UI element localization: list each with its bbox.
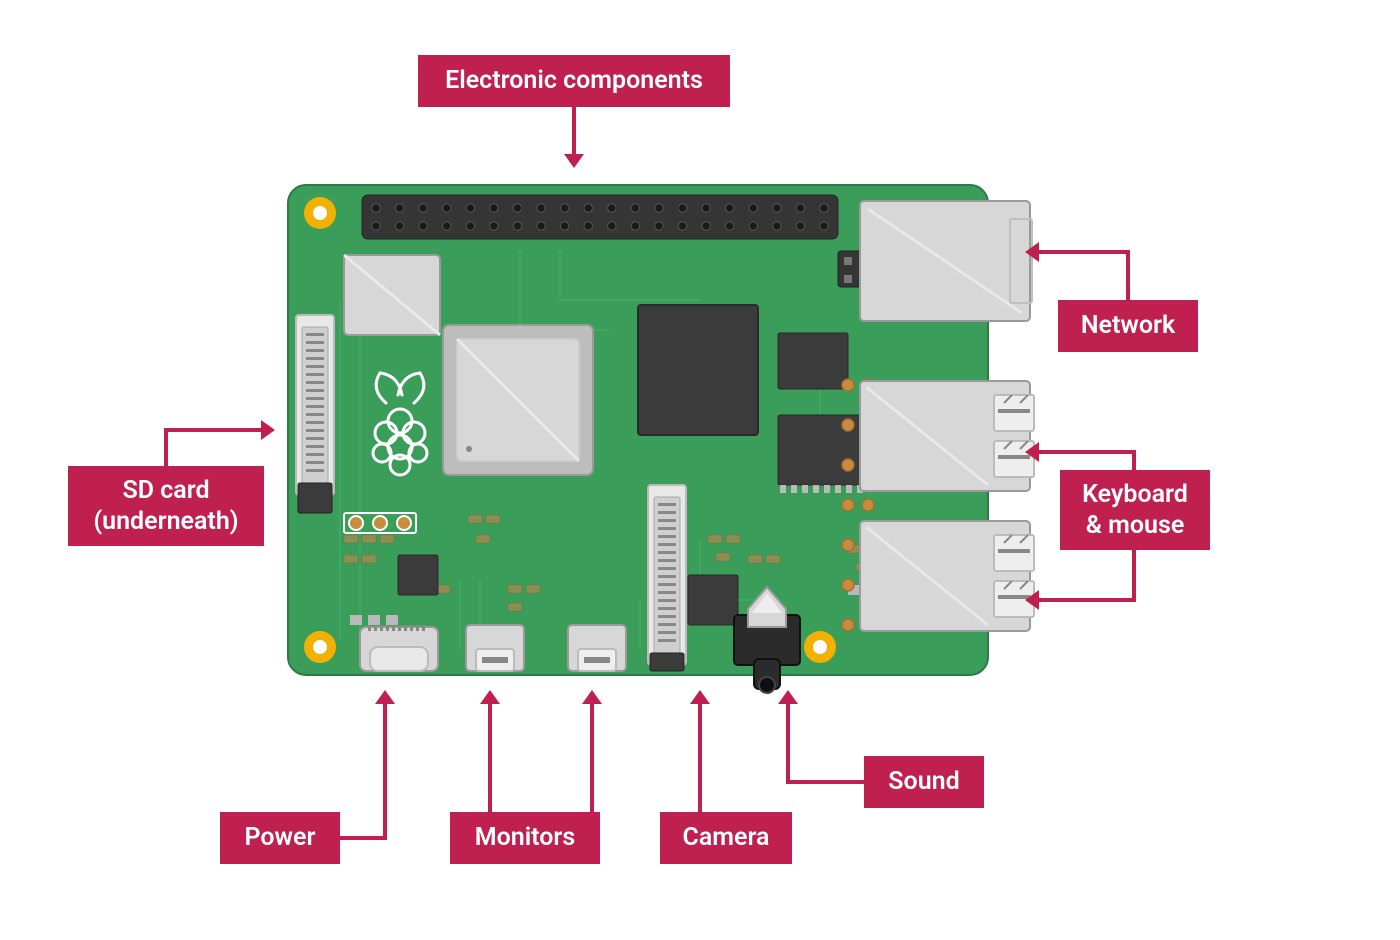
- label-keyboard-mouse: Keyboard & mouse: [1060, 470, 1210, 550]
- label-power: Power: [220, 812, 340, 864]
- label-network: Network: [1058, 300, 1198, 352]
- label-monitors: Monitors: [450, 812, 600, 864]
- label-sound: Sound: [864, 756, 984, 808]
- label-sd-card: SD card (underneath): [68, 466, 264, 546]
- diagram-stage: Electronic components SD card (underneath…: [0, 0, 1400, 940]
- label-camera: Camera: [660, 812, 792, 864]
- label-electronic-components: Electronic components: [418, 55, 730, 107]
